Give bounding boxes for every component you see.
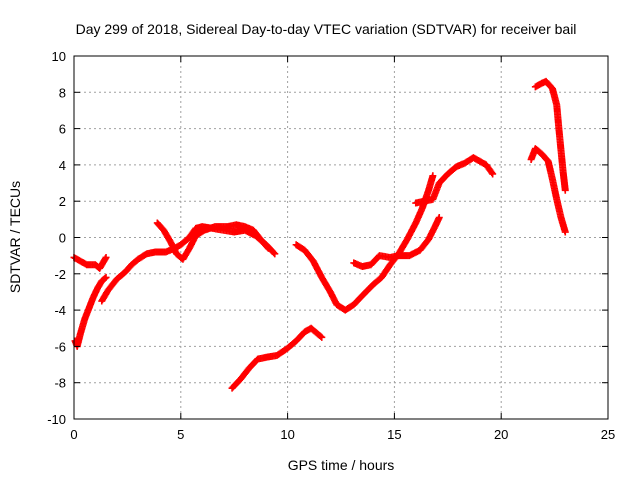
y-tick-label: -10 xyxy=(47,412,66,427)
x-axis-label: GPS time / hours xyxy=(288,457,395,473)
y-tick-label: 2 xyxy=(59,194,66,209)
x-tick-label: 15 xyxy=(387,427,401,442)
data-points xyxy=(70,77,569,392)
data-point xyxy=(102,253,110,261)
data-point xyxy=(488,169,496,177)
data-point xyxy=(318,333,326,341)
data-point xyxy=(271,250,279,258)
x-tick-label: 20 xyxy=(494,427,508,442)
axis-ticks: 0 5 10 15 20 25 -10 -8 -6 -4 -2 0 2 4 6 8 10 xyxy=(47,49,615,442)
data-point xyxy=(270,249,278,257)
data-point xyxy=(435,214,443,222)
y-axis-label: SDTVAR / TECUs xyxy=(7,181,23,293)
data-point xyxy=(102,273,110,281)
y-tick-label: 6 xyxy=(59,122,66,137)
data-point xyxy=(317,332,325,340)
y-tick-label: -4 xyxy=(54,303,66,318)
data-point xyxy=(561,186,569,194)
x-tick-label: 25 xyxy=(601,427,615,442)
data-point xyxy=(489,170,497,178)
y-tick-label: 0 xyxy=(59,231,66,246)
data-point xyxy=(429,172,437,180)
y-tick-label: -8 xyxy=(54,376,66,391)
data-point xyxy=(264,244,272,252)
chart-title: Day 299 of 2018, Sidereal Day-to-day VTE… xyxy=(76,21,577,37)
x-tick-label: 5 xyxy=(177,427,184,442)
x-tick-label: 0 xyxy=(70,427,77,442)
y-tick-label: 8 xyxy=(59,85,66,100)
data-point xyxy=(263,243,271,251)
y-tick-label: 10 xyxy=(52,49,66,64)
y-tick-label: -6 xyxy=(54,339,66,354)
data-point xyxy=(561,228,569,236)
data-point xyxy=(101,274,109,282)
x-tick-label: 10 xyxy=(280,427,294,442)
grid-lines xyxy=(74,56,608,419)
y-tick-label: -2 xyxy=(54,267,66,282)
y-tick-label: 4 xyxy=(59,158,66,173)
